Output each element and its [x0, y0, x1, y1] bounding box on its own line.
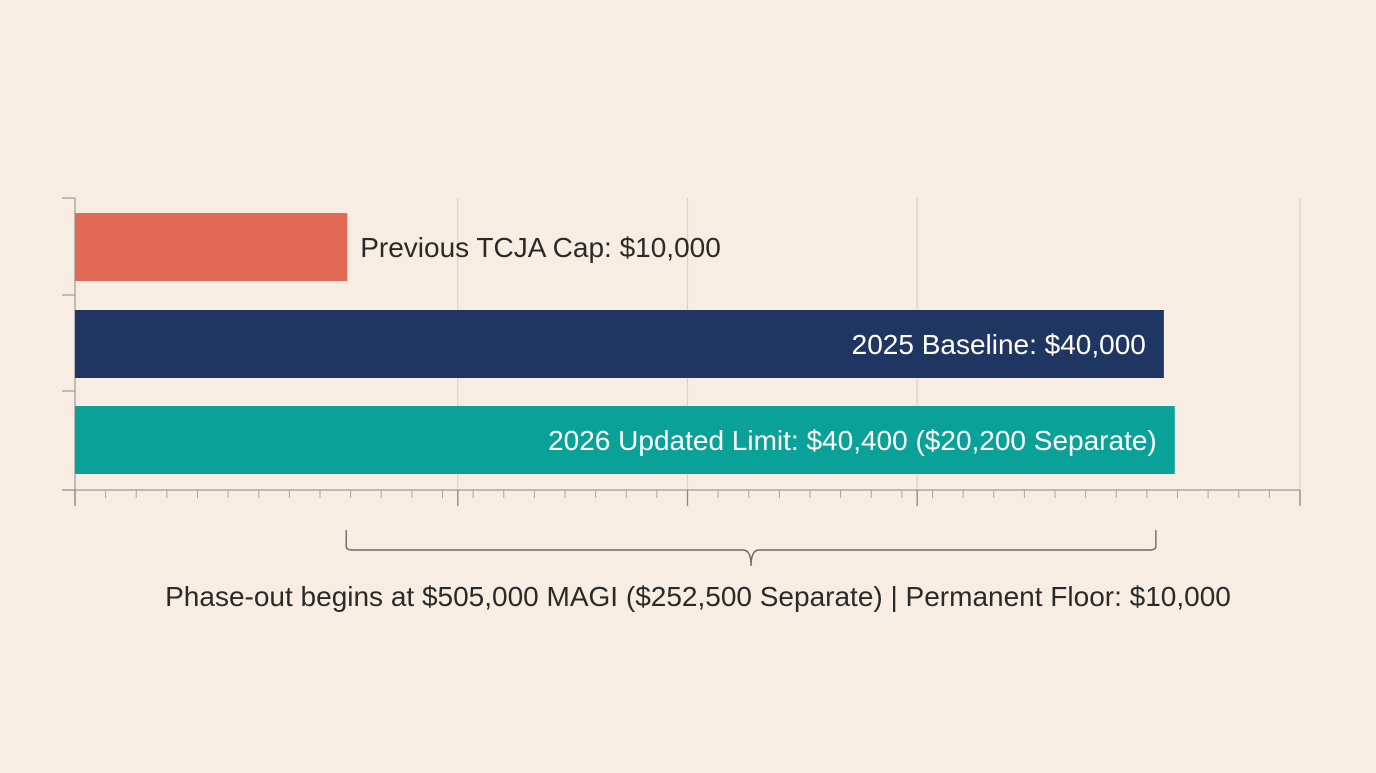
bar-label-0: Previous TCJA Cap: $10,000 — [360, 232, 721, 263]
annotation: Phase-out begins at $505,000 MAGI ($252,… — [165, 530, 1231, 612]
bar-label-2: 2026 Updated Limit: $40,400 ($20,200 Sep… — [548, 425, 1157, 456]
bar-label-1: 2025 Baseline: $40,000 — [852, 329, 1146, 360]
phase-out-annotation: Phase-out begins at $505,000 MAGI ($252,… — [165, 581, 1231, 612]
bar-0 — [75, 213, 348, 281]
bar-2 — [75, 406, 1175, 474]
bars — [75, 213, 1175, 474]
bar-1 — [75, 310, 1164, 378]
bar-labels: Previous TCJA Cap: $10,000 2025 Baseline:… — [360, 232, 1157, 456]
phase-out-bracket — [345, 530, 1157, 567]
